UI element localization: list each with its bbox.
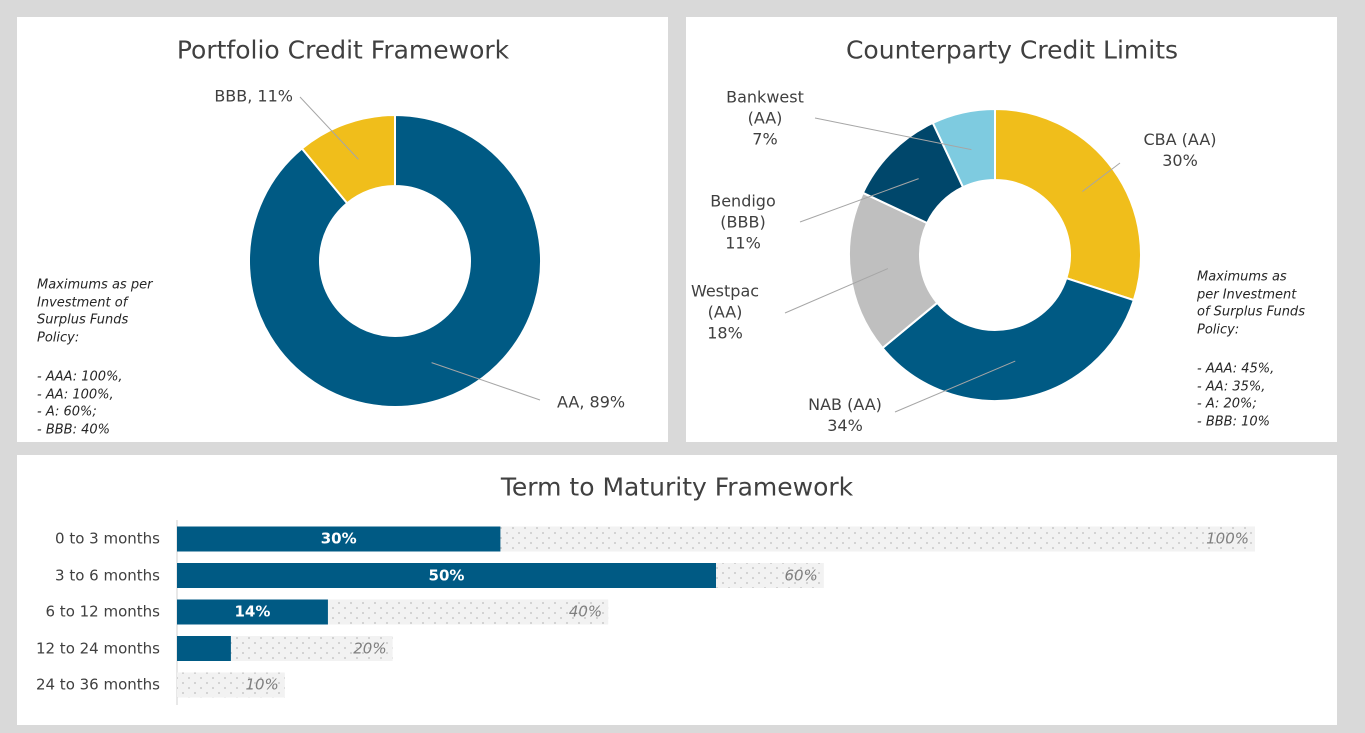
note-line: - BBB: 40%	[37, 422, 110, 437]
slice-label: Bankwest (AA) 7%	[725, 87, 805, 150]
leader-line	[299, 96, 359, 160]
note-line: - AAA: 100%,	[37, 369, 123, 385]
note-line: Surplus Funds	[37, 312, 129, 328]
chart-title: Portfolio Credit Framework	[176, 35, 510, 65]
limit-label: 20%	[353, 639, 387, 657]
slice-category: Bankwest (AA)	[726, 87, 804, 128]
slice-category: NAB (AA)	[808, 395, 882, 414]
leader-line	[814, 117, 972, 151]
bar	[177, 636, 231, 661]
slice-label: AA, 89%	[557, 392, 626, 412]
slice-value: 7%	[752, 129, 778, 149]
note-line: - A: 60%;	[37, 404, 97, 420]
note-line: - AAA: 45%,	[1197, 361, 1275, 377]
note-line: Policy:	[1197, 322, 1240, 337]
note-line: - A: 20%;	[1197, 396, 1257, 412]
note-line: - BBB: 10%	[1197, 414, 1270, 429]
slice-value: 11%	[725, 233, 761, 253]
slice-label: Bendigo (BBB) 11%	[703, 191, 783, 254]
donut-slice	[848, 191, 939, 350]
y-tick-label: 3 to 6 months	[55, 566, 160, 584]
slice-value: 18%	[707, 323, 743, 343]
note-line: Policy:	[37, 330, 80, 345]
donut-slice	[248, 113, 542, 408]
limit-label: 100%	[1206, 529, 1249, 548]
donut-slice	[881, 276, 1136, 402]
y-tick-label: 6 to 12 months	[45, 602, 161, 621]
slice-label: BBB, 11%	[214, 86, 293, 106]
slice-value: 30%	[1162, 151, 1198, 170]
slice-label: CBA (AA) 30%	[1125, 129, 1235, 171]
slice-category: Bendigo (BBB)	[710, 191, 776, 232]
slice-label: Westpac (AA) 18%	[685, 281, 765, 344]
leader-line	[1082, 162, 1121, 192]
note-line: Maximums as per	[37, 277, 153, 293]
bar-label: 14%	[234, 602, 271, 621]
y-tick-label: 12 to 24 months	[35, 639, 160, 657]
note-line: - AA: 100%,	[37, 387, 114, 402]
slice-category: Westpac (AA)	[690, 281, 760, 322]
donut-slice	[994, 107, 1142, 302]
bar	[177, 599, 328, 625]
leader-line	[894, 360, 1016, 413]
slice-category: CBA (AA)	[1143, 130, 1217, 149]
leader-line	[799, 178, 919, 223]
bar	[177, 563, 716, 588]
donut-slice	[300, 113, 396, 205]
limit-label: 10%	[245, 675, 279, 694]
bar	[177, 526, 501, 552]
bar	[177, 672, 285, 698]
note-line: per Investment	[1197, 287, 1297, 302]
chart-title: Term to Maturity Framework	[500, 472, 854, 502]
bar-label: 30%	[320, 529, 357, 548]
note-line: Investment of	[37, 295, 128, 310]
note-line: - AA: 35%,	[1197, 379, 1266, 394]
note-line: Maximums as	[1197, 269, 1287, 285]
limit-label: 40%	[568, 602, 603, 621]
y-tick-label: 24 to 36 months	[35, 675, 160, 694]
y-tick-label: 0 to 3 months	[55, 529, 160, 548]
limit-label: 60%	[784, 566, 818, 584]
slice-label: NAB (AA) 34%	[790, 394, 900, 436]
chart-title: Counterparty Credit Limits	[845, 35, 1179, 65]
slice-value: 34%	[827, 416, 863, 435]
leader-line	[784, 268, 889, 314]
bar-label: 50%	[428, 566, 465, 584]
note-line: of Surplus Funds	[1197, 304, 1305, 320]
leader-line	[431, 362, 541, 401]
